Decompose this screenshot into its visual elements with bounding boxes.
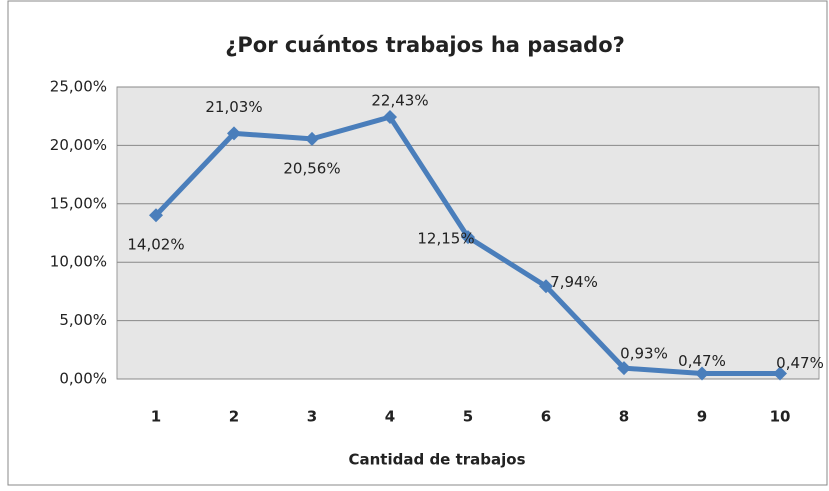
x-tick-label: 1 bbox=[151, 408, 161, 426]
x-tick-label: 9 bbox=[697, 408, 707, 426]
x-tick-label: 5 bbox=[463, 408, 473, 426]
marker bbox=[305, 131, 319, 146]
marker bbox=[617, 361, 631, 376]
y-tick-label: 0,00% bbox=[59, 370, 107, 388]
y-tick-label: 25,00% bbox=[50, 78, 107, 96]
x-tick-label: 8 bbox=[619, 408, 629, 426]
data-label: 14,02% bbox=[127, 236, 184, 254]
data-label: 0,93% bbox=[620, 345, 668, 363]
data-label: 22,43% bbox=[371, 92, 428, 110]
marker bbox=[773, 366, 787, 381]
x-tick-label: 6 bbox=[541, 408, 551, 426]
y-tick-label: 5,00% bbox=[59, 311, 107, 329]
marker bbox=[695, 366, 709, 381]
data-label: 12,15% bbox=[417, 230, 474, 248]
marker bbox=[227, 126, 241, 141]
y-tick-label: 15,00% bbox=[50, 194, 107, 212]
x-tick-label: 2 bbox=[229, 408, 239, 426]
marker bbox=[461, 230, 475, 245]
chart-title: ¿Por cuántos trabajos ha pasado? bbox=[225, 33, 625, 57]
y-tick-label: 20,00% bbox=[50, 136, 107, 154]
x-axis-label: Cantidad de trabajos bbox=[349, 451, 526, 469]
x-tick-label: 4 bbox=[385, 408, 395, 426]
marker bbox=[149, 208, 163, 223]
data-label: 20,56% bbox=[283, 159, 340, 177]
data-label: 7,94% bbox=[550, 273, 598, 291]
marker bbox=[539, 279, 553, 294]
data-label: 0,47% bbox=[776, 354, 824, 372]
x-tick-label: 10 bbox=[770, 408, 791, 426]
x-tick-label: 3 bbox=[307, 408, 317, 426]
data-label: 0,47% bbox=[678, 352, 726, 370]
y-tick-label: 10,00% bbox=[50, 253, 107, 271]
marker bbox=[383, 110, 397, 125]
data-label: 21,03% bbox=[205, 98, 262, 116]
